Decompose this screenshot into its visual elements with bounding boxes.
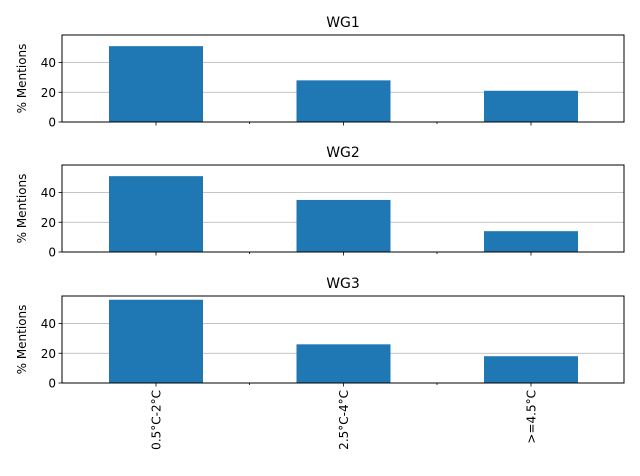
bar-3 <box>484 231 578 252</box>
y-tick-label: 20 <box>41 216 56 230</box>
bar-2 <box>296 80 391 122</box>
y-tick-label: 20 <box>41 86 56 100</box>
subplot-wg2: 0 20 40 WG2 % Mentions <box>15 145 625 260</box>
chart-title: WG2 <box>326 145 360 161</box>
chart-title: WG1 <box>326 15 360 31</box>
y-tick-label: 0 <box>48 246 56 260</box>
chart-title: WG3 <box>326 276 360 292</box>
bar-1 <box>109 46 203 122</box>
subplot-wg1: 0 20 40 WG1 % Mentions <box>15 15 625 130</box>
y-axis-label: % Mentions <box>15 305 29 375</box>
bar-3 <box>484 356 578 383</box>
bar-2 <box>296 199 391 252</box>
y-tick-label: 0 <box>48 116 56 130</box>
subplot-wg3: 0 20 40 0.5°C-2°C 2.5°C-4°C >=4.5°C WG3 % Menti… <box>15 276 625 450</box>
axes-frame <box>61 295 625 384</box>
y-axis-label: % Mentions <box>15 44 29 114</box>
x-tick-label: 0.5°C-2°C <box>150 390 164 450</box>
y-axis-label: % Mentions <box>15 174 29 244</box>
y-tick-label: 40 <box>41 317 56 331</box>
y-tick-label: 20 <box>41 347 56 361</box>
y-tick-label: 40 <box>41 186 56 200</box>
bar-2 <box>296 344 391 383</box>
x-tick-label: 2.5°C-4°C <box>337 390 351 450</box>
x-tick-label: >=4.5°C <box>525 390 539 444</box>
axes-frame <box>61 164 625 253</box>
axes-frame <box>61 34 625 123</box>
bar-1 <box>109 176 203 252</box>
y-tick-label: 40 <box>41 56 56 70</box>
bar-3 <box>484 90 578 122</box>
y-tick-label: 0 <box>48 377 56 391</box>
bar-1 <box>109 299 203 383</box>
